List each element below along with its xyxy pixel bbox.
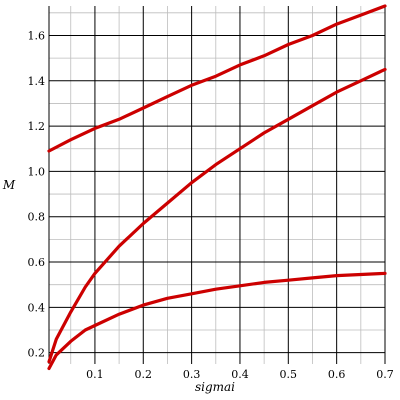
x-axis-title: sigmai bbox=[195, 380, 235, 394]
x-tick-label: 0.1 bbox=[86, 368, 104, 381]
y-tick-label: 0.2 bbox=[28, 347, 46, 360]
series-line-2 bbox=[47, 67, 387, 364]
x-tick-label: 0.5 bbox=[280, 368, 298, 381]
series-lines bbox=[47, 4, 387, 371]
y-tick-label: 1.2 bbox=[28, 120, 46, 133]
x-tick-label: 0.2 bbox=[135, 368, 153, 381]
y-tick-label: 0.8 bbox=[28, 211, 46, 224]
y-axis-title: M bbox=[2, 178, 16, 192]
x-tick-label: 0.6 bbox=[328, 368, 346, 381]
tick-labels: 0.1 0.2 0.3 0.4 0.5 0.6 0.7 0.2 0.4 0.6 0.8 1.0 1.2 1… bbox=[28, 29, 394, 381]
y-tick-label: 1.0 bbox=[28, 165, 46, 178]
x-tick-label: 0.7 bbox=[376, 368, 394, 381]
grid bbox=[48, 6, 386, 364]
x-tick-label: 0.3 bbox=[183, 368, 201, 381]
series-line-3 bbox=[47, 271, 387, 371]
x-tick-label: 0.4 bbox=[231, 368, 249, 381]
series-line-1 bbox=[47, 4, 387, 153]
y-tick-label: 1.4 bbox=[28, 75, 46, 88]
y-tick-label: 0.6 bbox=[28, 256, 46, 269]
y-tick-label: 1.6 bbox=[28, 29, 46, 42]
y-tick-label: 0.4 bbox=[28, 301, 46, 314]
